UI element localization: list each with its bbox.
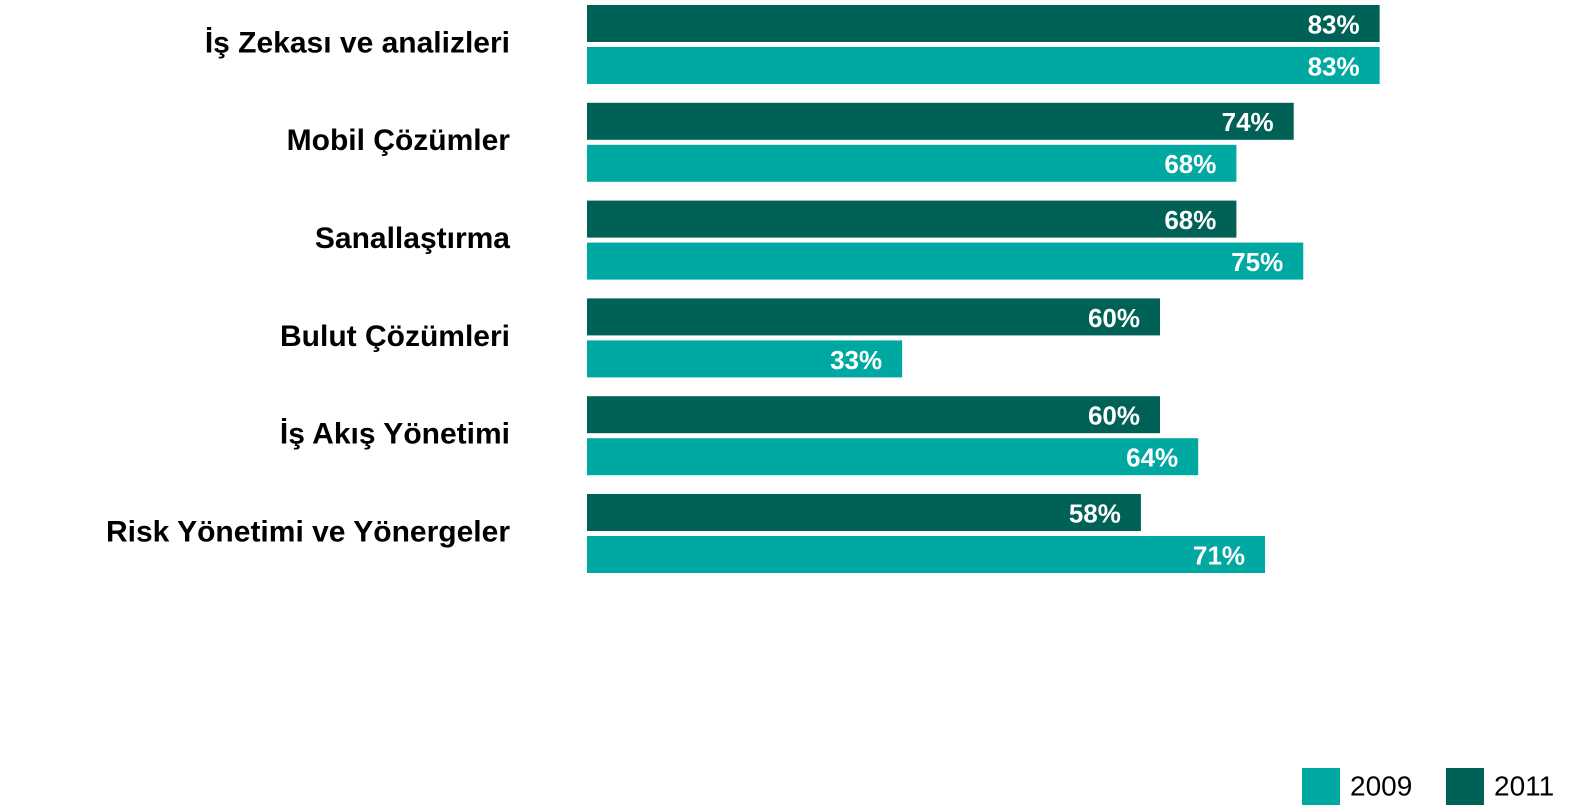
value-label: 64% (1126, 443, 1178, 473)
bar (587, 494, 1141, 531)
legend-label: 2009 (1350, 770, 1412, 801)
value-label: 60% (1088, 401, 1140, 431)
bar (587, 47, 1380, 84)
category-label: İş Zekası ve analizleri (205, 26, 510, 59)
value-label: 33% (830, 345, 882, 375)
bar (587, 340, 903, 378)
value-label: 83% (1308, 51, 1360, 81)
bar (587, 200, 1237, 238)
value-label: 58% (1069, 498, 1121, 528)
category-label: Mobil Çözümler (287, 124, 511, 157)
value-label: 83% (1308, 9, 1360, 39)
category-label: Sanallaştırma (315, 222, 510, 255)
value-label: 68% (1164, 149, 1216, 179)
bar (587, 396, 1160, 434)
bar (587, 438, 1199, 476)
bar (587, 242, 1304, 280)
value-label: 75% (1231, 247, 1283, 277)
value-label: 74% (1222, 107, 1274, 137)
legend-swatch (1446, 768, 1484, 805)
value-label: 71% (1193, 540, 1245, 570)
bar (587, 5, 1380, 42)
category-label: İş Akış Yönetimi (280, 418, 510, 451)
value-label: 68% (1164, 205, 1216, 235)
legend-label: 2011 (1494, 770, 1554, 801)
bar (587, 102, 1294, 140)
bar (587, 144, 1237, 182)
bar (587, 298, 1160, 336)
legend-swatch (1302, 768, 1340, 805)
value-label: 60% (1088, 303, 1140, 333)
bar (587, 536, 1266, 573)
category-label: Risk Yönetimi ve Yönergeler (106, 515, 510, 548)
category-label: Bulut Çözümleri (280, 320, 510, 353)
